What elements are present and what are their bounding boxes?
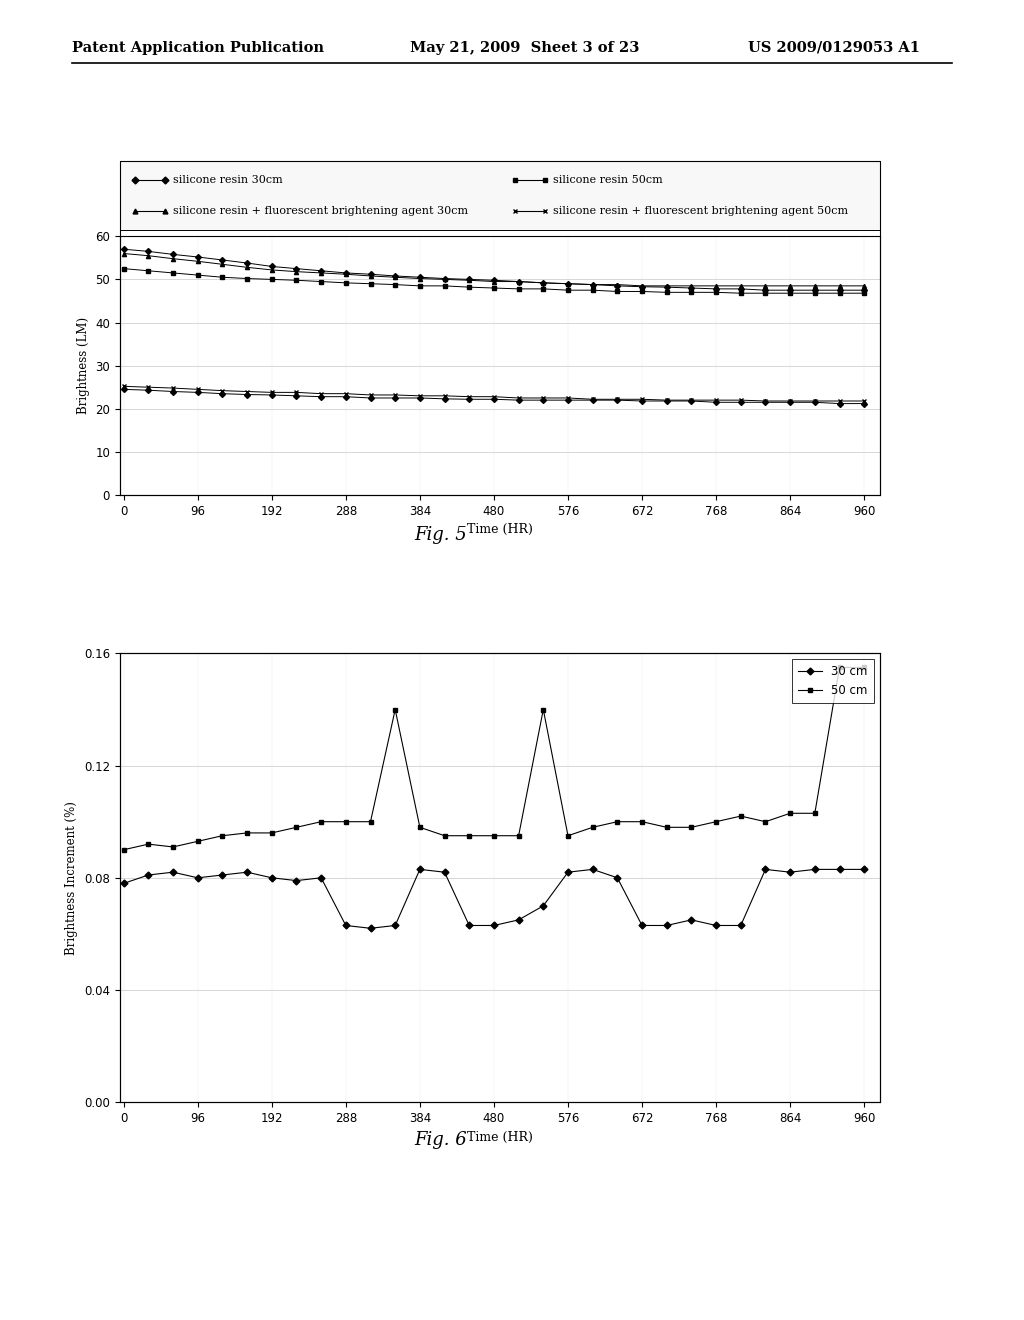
50 cm — [660, 820, 673, 836]
30 cm — [809, 862, 821, 878]
X-axis label: Time (HR): Time (HR) — [467, 523, 532, 536]
Text: silicone resin + fluorescent brightening agent 50cm: silicone resin + fluorescent brightening… — [553, 206, 848, 216]
50 cm — [562, 828, 574, 843]
50 cm — [216, 828, 228, 843]
Line: 30 cm: 30 cm — [121, 867, 866, 931]
30 cm — [858, 862, 870, 878]
Line: 50 cm: 50 cm — [121, 665, 866, 853]
30 cm — [142, 867, 155, 883]
Text: silicone resin 50cm: silicone resin 50cm — [553, 174, 663, 185]
50 cm — [587, 820, 599, 836]
50 cm — [315, 813, 328, 830]
Legend: 30 cm, 50 cm: 30 cm, 50 cm — [793, 659, 873, 704]
X-axis label: Time (HR): Time (HR) — [467, 1130, 532, 1143]
30 cm — [414, 862, 426, 878]
30 cm — [438, 865, 451, 880]
30 cm — [710, 917, 722, 933]
Text: Fig. 6: Fig. 6 — [414, 1131, 467, 1150]
50 cm — [340, 813, 352, 830]
30 cm — [660, 917, 673, 933]
30 cm — [463, 917, 475, 933]
50 cm — [809, 805, 821, 821]
Text: silicone resin + fluorescent brightening agent 30cm: silicone resin + fluorescent brightening… — [173, 206, 468, 216]
50 cm — [118, 842, 130, 858]
30 cm — [167, 865, 179, 880]
30 cm — [636, 917, 648, 933]
Text: US 2009/0129053 A1: US 2009/0129053 A1 — [748, 41, 920, 54]
30 cm — [389, 917, 401, 933]
30 cm — [611, 870, 624, 886]
30 cm — [315, 870, 328, 886]
50 cm — [167, 840, 179, 855]
Y-axis label: Brightness (LM): Brightness (LM) — [77, 317, 90, 414]
30 cm — [365, 920, 377, 936]
30 cm — [191, 870, 204, 886]
30 cm — [834, 862, 846, 878]
50 cm — [512, 828, 524, 843]
30 cm — [340, 917, 352, 933]
30 cm — [265, 870, 278, 886]
30 cm — [291, 873, 303, 888]
Text: silicone resin 30cm: silicone resin 30cm — [173, 174, 283, 185]
50 cm — [142, 837, 155, 853]
50 cm — [611, 813, 624, 830]
50 cm — [834, 660, 846, 676]
50 cm — [734, 808, 746, 824]
50 cm — [487, 828, 500, 843]
Y-axis label: Brightness Increment (%): Brightness Increment (%) — [66, 801, 79, 954]
50 cm — [463, 828, 475, 843]
50 cm — [414, 820, 426, 836]
50 cm — [784, 805, 797, 821]
30 cm — [512, 912, 524, 928]
Text: Patent Application Publication: Patent Application Publication — [72, 41, 324, 54]
30 cm — [734, 917, 746, 933]
50 cm — [636, 813, 648, 830]
30 cm — [216, 867, 228, 883]
30 cm — [118, 875, 130, 891]
50 cm — [265, 825, 278, 841]
30 cm — [538, 898, 550, 913]
30 cm — [587, 862, 599, 878]
50 cm — [760, 813, 772, 830]
50 cm — [241, 825, 253, 841]
50 cm — [365, 813, 377, 830]
30 cm — [760, 862, 772, 878]
Text: May 21, 2009  Sheet 3 of 23: May 21, 2009 Sheet 3 of 23 — [410, 41, 639, 54]
50 cm — [685, 820, 697, 836]
50 cm — [191, 833, 204, 849]
50 cm — [438, 828, 451, 843]
30 cm — [562, 865, 574, 880]
50 cm — [291, 820, 303, 836]
50 cm — [710, 813, 722, 830]
30 cm — [487, 917, 500, 933]
30 cm — [685, 912, 697, 928]
30 cm — [241, 865, 253, 880]
50 cm — [538, 702, 550, 718]
50 cm — [389, 702, 401, 718]
30 cm — [784, 865, 797, 880]
50 cm — [858, 660, 870, 676]
Text: Fig. 5: Fig. 5 — [414, 525, 467, 544]
